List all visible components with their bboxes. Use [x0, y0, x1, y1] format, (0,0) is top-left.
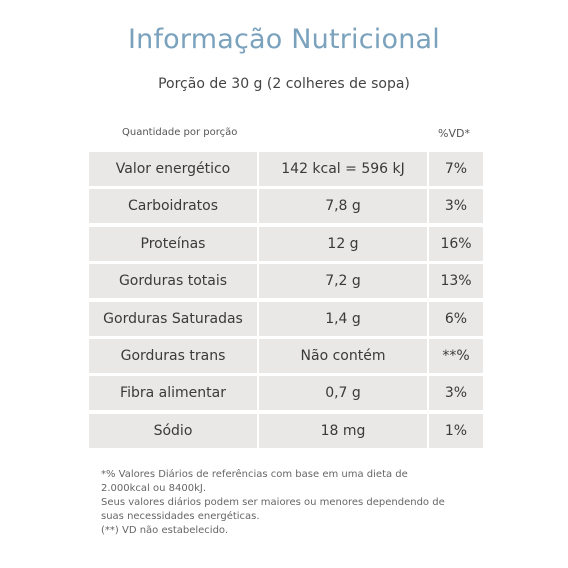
nutrient-name: Carboidratos: [89, 189, 259, 224]
nutrient-amount: 1,4 g: [259, 301, 429, 336]
table-row: Fibra alimentar 0,7 g 3%: [89, 376, 483, 411]
nutrient-daily-value: 6%: [444, 310, 468, 327]
daily-value-header: %VD*: [438, 127, 470, 140]
table-row: Gorduras Saturadas 1,4 g 6%: [89, 301, 483, 336]
table-row: Proteínas 12 g 16%: [89, 226, 483, 261]
nutrient-name: Gorduras trans: [89, 338, 259, 373]
footnote-energy-needs: Seus valores diários podem ser maiores o…: [101, 497, 445, 522]
nutrient-amount: 18 mg: [259, 413, 429, 448]
nutrient-name: Sódio: [89, 413, 259, 448]
nutrient-amount: 7,8 g: [259, 189, 429, 224]
footnote-daily-values: *% Valores Diários de referências com ba…: [101, 469, 408, 494]
footnote-not-established: (**) VD não estabelecido.: [101, 525, 229, 536]
nutrient-name: Proteínas: [89, 226, 259, 261]
nutrient-amount: 7,2 g: [259, 264, 429, 299]
nutrient-daily-value: 16%: [440, 235, 472, 252]
nutrient-amount: Não contém: [259, 338, 429, 373]
table-row: Sódio 18 mg 1%: [89, 413, 483, 448]
nutrient-name: Fibra alimentar: [89, 376, 259, 411]
footnotes: *% Valores Diários de referências com ba…: [101, 468, 451, 538]
nutrient-daily-value: 3%: [444, 198, 468, 215]
nutrient-daily-value: 13%: [440, 273, 472, 290]
table-row: Gorduras trans Não contém **%: [89, 338, 483, 373]
nutrient-daily-value: 7%: [444, 161, 468, 177]
nutrient-name: Valor energético: [89, 152, 259, 186]
table-row: Gorduras totais 7,2 g 13%: [89, 264, 483, 299]
nutrient-name: Gorduras Saturadas: [89, 301, 259, 336]
nutrient-daily-value: **%: [442, 347, 470, 364]
nutrient-amount: 142 kcal = 596 kJ: [259, 152, 429, 186]
nutrient-amount: 12 g: [259, 226, 429, 261]
page-title: Informação Nutricional: [128, 24, 440, 55]
table-row: Carboidratos 7,8 g 3%: [89, 189, 483, 224]
nutrient-name: Gorduras totais: [89, 264, 259, 299]
quantity-per-serving-header: Quantidade por porção: [122, 127, 238, 138]
nutrient-daily-value: 1%: [444, 422, 468, 439]
table-row: Valor energético 142 kcal = 596 kJ 7%: [89, 152, 483, 186]
nutrition-table: Valor energético 142 kcal = 596 kJ 7% Ca…: [89, 152, 483, 451]
nutrient-daily-value: 3%: [444, 385, 468, 402]
nutrient-amount: 0,7 g: [259, 376, 429, 411]
serving-size: Porção de 30 g (2 colheres de sopa): [158, 76, 410, 92]
